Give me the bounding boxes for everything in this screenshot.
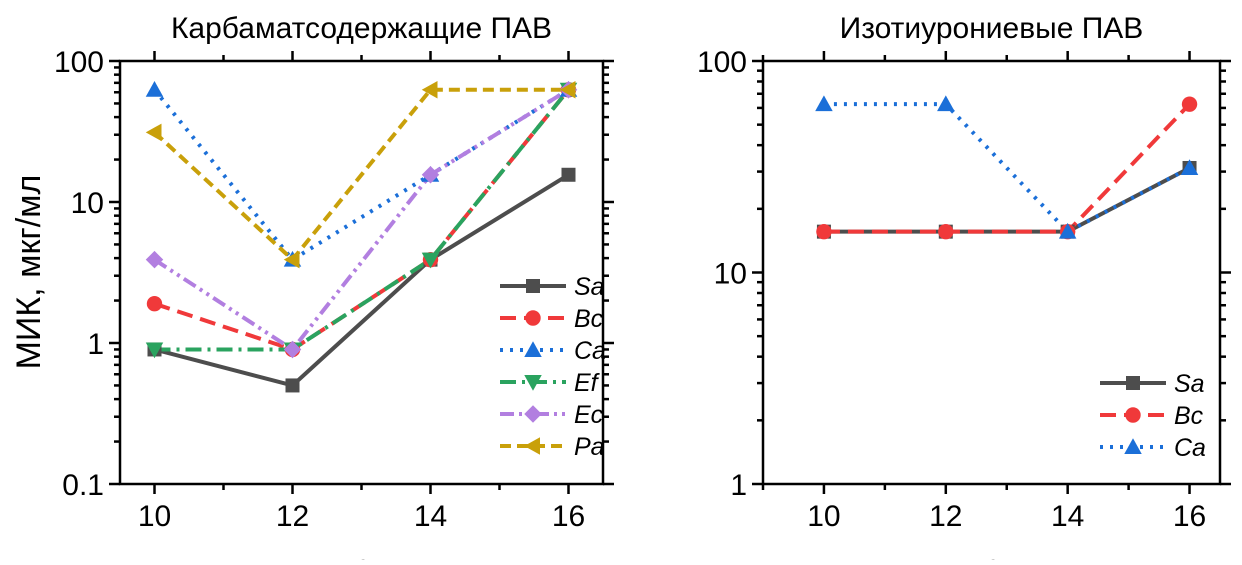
y-tick-label: 1	[730, 469, 747, 502]
x-tick-label: 14	[414, 500, 447, 533]
y-tick-label: 10	[714, 258, 747, 291]
chart-title: Изотиурониевые ПАВ	[840, 12, 1144, 45]
y-tick-label: 100	[54, 46, 104, 79]
data-point-bc	[938, 224, 953, 239]
series-line-sa	[155, 175, 569, 386]
data-point-pa	[146, 124, 162, 142]
legend-marker-pa	[524, 437, 540, 455]
series-line-pa	[155, 90, 569, 260]
legend-label-sa: Sa	[1174, 370, 1205, 398]
x-tick-label: 12	[929, 500, 962, 533]
legend-label-ec: Ec	[574, 401, 604, 429]
legend-label-bc: Bc	[574, 305, 604, 333]
x-axis-label: n	[352, 548, 371, 560]
x-tick-label: 12	[276, 500, 309, 533]
y-tick-label: 1	[87, 328, 104, 361]
data-point-ca	[815, 95, 833, 111]
legend-label-ef: Ef	[574, 369, 601, 397]
y-axis-label: МИК, мкг/мл	[10, 175, 48, 370]
data-point-ca	[146, 81, 164, 97]
data-point-sa	[562, 168, 576, 182]
data-point-bc	[1182, 96, 1197, 111]
legend-marker-bc	[1125, 407, 1140, 422]
legend-label-ca: Ca	[574, 337, 606, 365]
y-tick-label: 100	[697, 46, 747, 79]
x-tick-label: 10	[138, 500, 171, 533]
legend-marker-sa	[1126, 376, 1140, 390]
plot-frame	[120, 61, 603, 484]
x-tick-label: 14	[1051, 500, 1084, 533]
x-axis-label: n	[982, 548, 1001, 560]
legend-marker-ec	[524, 405, 542, 423]
data-point-bc	[147, 296, 162, 311]
chart-panel-carbamate: Карбаматсодержащие ПАВ 10 12 14 16 0.1 1 10 100 n…	[54, 12, 614, 560]
legend-label-sa: Sa	[574, 273, 605, 301]
series-line-sa	[824, 168, 1190, 232]
data-point-bc	[816, 224, 831, 239]
legend-label-bc: Bc	[1174, 402, 1204, 430]
data-point-ca	[937, 95, 955, 111]
data-point-sa	[286, 378, 300, 392]
legend-label-ca: Ca	[1174, 434, 1206, 462]
series-line-ca	[824, 104, 1190, 231]
chart-panel-isothiuronium: Изотиурониевые ПАВ 10 12 14 16 1 10 100 n Sa Bc Ca	[697, 12, 1231, 560]
y-tick-label: 10	[71, 187, 104, 220]
legend-marker-ca	[524, 341, 542, 357]
legend-label-pa: Pa	[574, 433, 605, 461]
legend-marker-ca	[1124, 438, 1142, 454]
series-line-ec	[155, 90, 569, 350]
plot-frame	[763, 61, 1220, 484]
x-tick-label: 10	[807, 500, 840, 533]
y-tick-label: 0.1	[62, 469, 104, 502]
x-tick-label: 16	[552, 500, 585, 533]
legend-marker-bc	[525, 310, 540, 325]
x-tick-label: 16	[1173, 500, 1206, 533]
legend-marker-sa	[526, 279, 540, 293]
chart-title: Карбаматсодержащие ПАВ	[171, 12, 552, 45]
